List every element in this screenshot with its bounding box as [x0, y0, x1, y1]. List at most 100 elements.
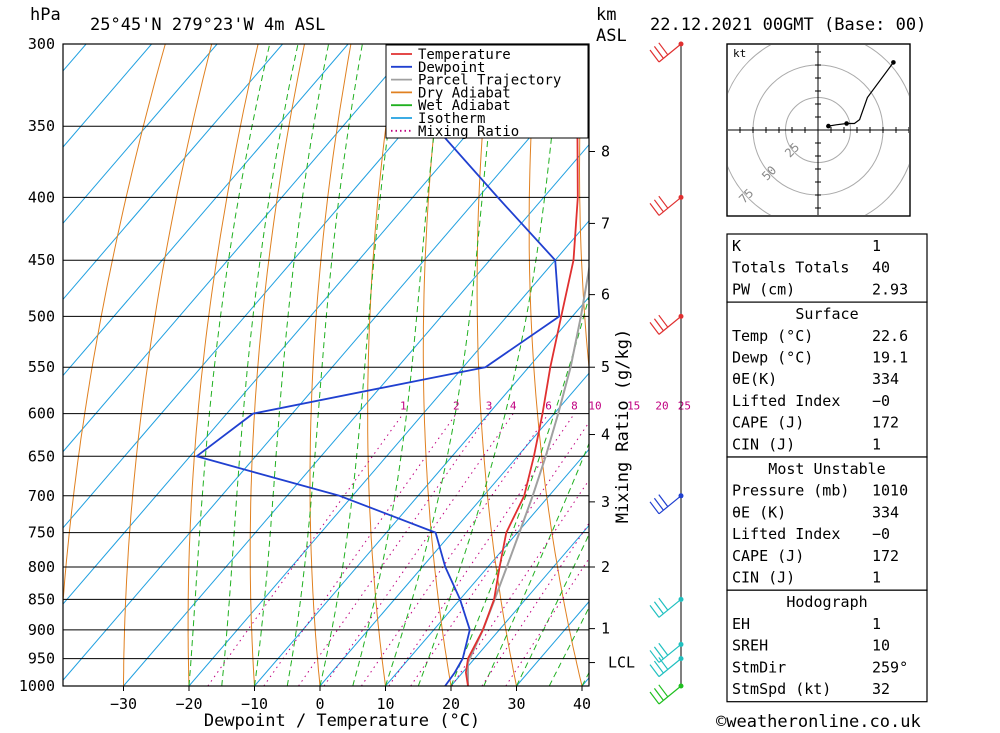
plot-frame	[62, 43, 590, 687]
wind-barb-shaft	[658, 685, 682, 705]
height-tick-label: 3	[601, 493, 610, 511]
mixing-ratio-label: 10	[588, 400, 601, 413]
wind-barb-flag	[649, 691, 660, 705]
index-label: StmDir	[732, 658, 786, 676]
index-table	[726, 233, 928, 303]
isotherm-line	[63, 44, 545, 605]
mixing-ratio-line	[263, 413, 457, 686]
temperature-profile	[464, 44, 579, 686]
height-tick-label: 2	[601, 558, 610, 576]
height-axis: 8 7 6 5 4 3 2 1 LCL	[589, 143, 635, 672]
height-unit-km: km	[596, 5, 616, 25]
index-label: StmSpd (kt)	[732, 680, 831, 698]
pressure-label: 300	[28, 35, 55, 53]
isotherm-line	[450, 524, 589, 686]
pressure-label: 950	[28, 650, 55, 668]
dry-adiabat-line	[367, 44, 398, 686]
isotherm-line	[63, 44, 414, 453]
pressure-label: 500	[28, 307, 55, 325]
wind-barb-shaft	[658, 495, 682, 515]
index-label: K	[732, 237, 741, 255]
isotherm-line	[188, 220, 589, 686]
index-value: 172	[872, 547, 899, 565]
temperature-axis-ticks: −30 −20 −10 0 10 20 30 40	[110, 686, 591, 713]
mixing-ratio-labels: 1 2 3 4 6 8 10 15 20 25	[400, 400, 691, 413]
wind-barbs	[649, 41, 684, 705]
wind-barb-flag	[649, 203, 660, 216]
mixing-ratio-label: 6	[545, 400, 552, 413]
wind-barb-flag	[649, 650, 660, 663]
wind-barb-flag	[658, 195, 669, 209]
isotherm-line	[63, 44, 283, 301]
index-label: θE (K)	[732, 503, 786, 521]
x-tick-label: 0	[315, 695, 324, 713]
wind-barb-flag	[653, 497, 664, 511]
wet-adiabat-line	[516, 533, 589, 686]
wind-barb-flag	[658, 684, 669, 698]
mixing-ratio-label: 2	[453, 400, 460, 413]
pressure-label: 550	[28, 358, 55, 376]
copyright-text: ©weatheronline.co.uk	[716, 712, 921, 732]
dry-adiabat-line	[123, 44, 213, 686]
index-value: 40	[872, 259, 890, 277]
index-value: −0	[872, 392, 890, 410]
wind-barb-flag	[649, 664, 660, 678]
pressure-axis-labels: 300 350 400 450 500 550 600 650 700 750 800 850 900 9…	[19, 35, 55, 695]
isotherm-line	[319, 372, 589, 686]
height-tick-label: 4	[601, 426, 610, 444]
hodograph-trace	[828, 62, 894, 127]
wind-barb-shaft	[658, 643, 682, 663]
isotherm-line	[63, 44, 349, 377]
mixing-ratio-line	[323, 413, 514, 686]
index-table	[726, 301, 928, 458]
index-label: Lifted Index	[732, 525, 840, 543]
index-value: 19.1	[872, 349, 908, 367]
wind-barb-flag	[658, 314, 669, 328]
location-title: 25°45'N 279°23'W 4m ASL	[90, 15, 325, 35]
skewt-background	[63, 44, 713, 686]
index-label: Totals Totals	[732, 259, 849, 277]
legend-entry: Dewpoint	[418, 60, 485, 76]
pressure-label: 900	[28, 621, 55, 639]
wind-barb-flag	[649, 501, 660, 515]
mixing-ratio-label: 15	[627, 400, 640, 413]
index-value: 1010	[872, 482, 908, 500]
wind-barb-shaft	[658, 658, 682, 678]
pressure-label: 600	[28, 405, 55, 423]
pressure-label: 1000	[19, 677, 55, 695]
index-tables: K 1 Totals Totals 40 PW (cm) 2.93 Surface Temp …	[726, 233, 928, 703]
dry-adiabat-line	[63, 44, 166, 609]
wind-barb-flag	[658, 42, 669, 56]
sounding-profiles	[195, 44, 589, 686]
index-value: 259°	[872, 658, 908, 676]
index-table	[726, 456, 928, 591]
pressure-label: 750	[28, 524, 55, 542]
index-value: 1	[872, 237, 881, 255]
datetime-title: 22.12.2021 00GMT (Base: 00)	[650, 15, 926, 35]
wind-barb-flag	[653, 601, 664, 615]
pressure-label: 350	[28, 117, 55, 135]
wind-barb-flag	[653, 660, 664, 674]
wet-adiabat-line	[450, 294, 589, 686]
index-value: 334	[872, 370, 899, 388]
wind-barb-flag	[649, 604, 660, 618]
wind-barb-flag	[658, 494, 669, 507]
index-label: Temp (°C)	[732, 327, 813, 345]
x-axis-title: Dewpoint / Temperature (°C)	[204, 711, 480, 731]
hodograph-unit: kt	[733, 47, 746, 60]
height-tick-label: 7	[601, 214, 610, 232]
mixing-ratio-line	[481, 522, 589, 686]
x-tick-label: −10	[241, 695, 268, 713]
legend-box	[385, 44, 589, 139]
dry-adiabat-line	[628, 44, 713, 686]
index-value: 334	[872, 503, 899, 521]
wind-barb-shaft	[658, 196, 682, 216]
pressure-unit: hPa	[30, 5, 61, 25]
mixing-ratio-line	[505, 557, 589, 686]
index-label: PW (cm)	[732, 280, 795, 298]
wind-barb-shaft	[658, 315, 682, 335]
legend-entry: Isotherm	[418, 111, 485, 127]
isotherm-line	[385, 448, 589, 686]
